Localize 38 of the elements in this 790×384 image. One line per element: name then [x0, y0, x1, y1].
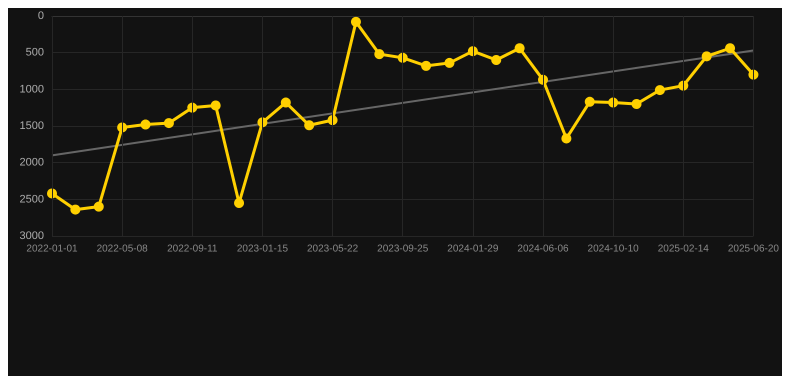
x-tick-label: 2025-06-20	[728, 244, 780, 254]
x-tick-label: 2023-09-25	[377, 244, 429, 254]
point	[374, 49, 384, 60]
y-tick-label: 2500	[20, 193, 44, 206]
point	[514, 43, 525, 54]
x-tick-label: 2024-10-10	[588, 244, 640, 254]
point	[164, 118, 174, 128]
y-tick-label: 1000	[20, 83, 44, 96]
point	[280, 98, 291, 108]
y-tick-label: 0	[38, 10, 44, 22]
point	[654, 85, 665, 96]
x-tick-label: 2022-01-01	[26, 244, 78, 254]
point	[491, 55, 502, 65]
point	[725, 43, 736, 54]
point	[94, 202, 104, 212]
point	[632, 99, 642, 109]
point	[304, 120, 314, 130]
x-tick-label: 2025-02-14	[658, 244, 710, 254]
point	[561, 133, 572, 144]
y-tick-label: 2000	[20, 156, 44, 169]
point	[210, 100, 221, 110]
point	[584, 96, 595, 107]
x-tick-label: 2024-01-29	[447, 244, 499, 254]
point	[421, 60, 432, 71]
point	[702, 51, 712, 62]
y-tick-label: 3000	[20, 230, 44, 242]
point	[444, 58, 454, 68]
point	[234, 198, 244, 208]
x-tick-label: 2022-05-08	[96, 244, 148, 254]
point	[350, 16, 361, 27]
x-tick-label: 2023-01-15	[236, 244, 288, 254]
y-tick-label: 500	[26, 46, 44, 59]
x-tick-label: 2024-06-06	[517, 244, 570, 254]
x-tick-label: 2023-05-22	[306, 244, 359, 254]
y-tick-label: 1500	[20, 120, 44, 132]
x-tick-label: 2022-09-11	[167, 244, 218, 254]
point	[140, 120, 151, 130]
point	[70, 204, 80, 215]
